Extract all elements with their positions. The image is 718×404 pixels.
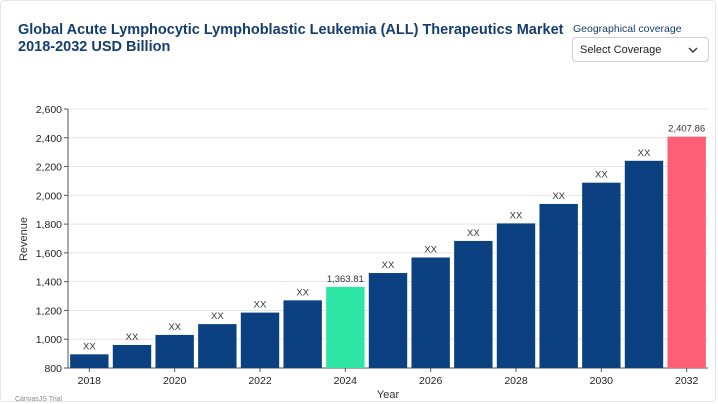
data-label-2032: 2,407.86 xyxy=(668,124,705,135)
y-tick-label: 2,200 xyxy=(36,162,62,174)
bar-2018[interactable] xyxy=(70,354,109,368)
x-tick-label: 2024 xyxy=(334,375,358,387)
y-tick-label: 2,000 xyxy=(36,190,62,202)
coverage-select[interactable]: Select Coverage xyxy=(572,37,709,62)
x-axis-title: Year xyxy=(377,389,400,401)
data-label-2030: XX xyxy=(595,170,608,181)
data-label-2031: XX xyxy=(638,148,651,159)
bar-2026[interactable] xyxy=(411,257,450,368)
data-label-2021: XX xyxy=(211,311,224,322)
bar-2031[interactable] xyxy=(624,160,664,368)
y-axis-title: Revenue xyxy=(18,217,30,261)
x-tick-label: 2028 xyxy=(504,375,528,387)
bar-2019[interactable] xyxy=(112,344,152,368)
data-label-2025: XX xyxy=(382,260,395,271)
x-tick-label: 2026 xyxy=(419,375,443,387)
data-label-2027: XX xyxy=(467,228,480,239)
x-tick-label: 2032 xyxy=(675,375,699,387)
x-axis: 2018 2020 2022 2024 2026 2028 2030 2032 xyxy=(68,367,708,387)
data-label-2018: XX xyxy=(83,341,96,352)
y-axis: 800 1,000 1,200 1,400 1,600 1,800 2,000 2,200 2,… xyxy=(36,104,69,375)
bar-2024[interactable] xyxy=(326,286,365,368)
canvasjs-credit: CanvasJS Trial xyxy=(15,396,63,403)
data-label-2019: XX xyxy=(126,332,139,343)
y-tick-label: 1,800 xyxy=(36,219,62,231)
y-tick-label: 2,600 xyxy=(36,104,62,116)
geographical-coverage-label: Geographical coverage xyxy=(573,23,682,35)
data-label-2026: XX xyxy=(424,244,437,255)
data-label-2028: XX xyxy=(510,210,523,221)
chart-title: Global Acute Lymphocytic Lymphoblastic L… xyxy=(18,22,564,55)
bar-2025[interactable] xyxy=(368,273,408,368)
coverage-select-value: Select Coverage xyxy=(580,44,662,56)
x-tick-label: 2030 xyxy=(590,375,614,387)
bar-2029[interactable] xyxy=(539,203,578,368)
data-label-2023: XX xyxy=(296,287,309,298)
x-tick-label: 2022 xyxy=(248,375,272,387)
bar-2030[interactable] xyxy=(582,182,621,368)
bar-2027[interactable] xyxy=(454,240,493,368)
data-label-2024: 1,363.81 xyxy=(327,274,364,285)
data-labels: XX XX XX XX XX XX 1,363.81 XX XX XX XX XX XX XX 2,407.… xyxy=(83,124,705,353)
bar-2021[interactable] xyxy=(198,324,237,368)
data-label-2022: XX xyxy=(254,300,267,311)
x-tick-label: 2018 xyxy=(78,375,102,387)
y-tick-label: 1,200 xyxy=(36,305,62,317)
y-tick-label: 800 xyxy=(44,363,62,375)
y-tick-label: 1,600 xyxy=(36,248,62,260)
bar-2020[interactable] xyxy=(155,334,194,368)
bars xyxy=(70,136,706,368)
y-tick-label: 1,000 xyxy=(36,334,62,346)
bar-2023[interactable] xyxy=(283,300,322,368)
chevron-down-icon xyxy=(688,47,698,53)
y-tick-label: 1,400 xyxy=(36,277,62,289)
bar-2022[interactable] xyxy=(240,312,280,368)
data-label-2020: XX xyxy=(168,322,181,333)
bar-2032[interactable] xyxy=(667,136,706,368)
x-tick-label: 2020 xyxy=(163,375,187,387)
data-label-2029: XX xyxy=(552,191,565,202)
y-tick-label: 2,400 xyxy=(36,133,62,145)
bar-2028[interactable] xyxy=(496,223,536,368)
